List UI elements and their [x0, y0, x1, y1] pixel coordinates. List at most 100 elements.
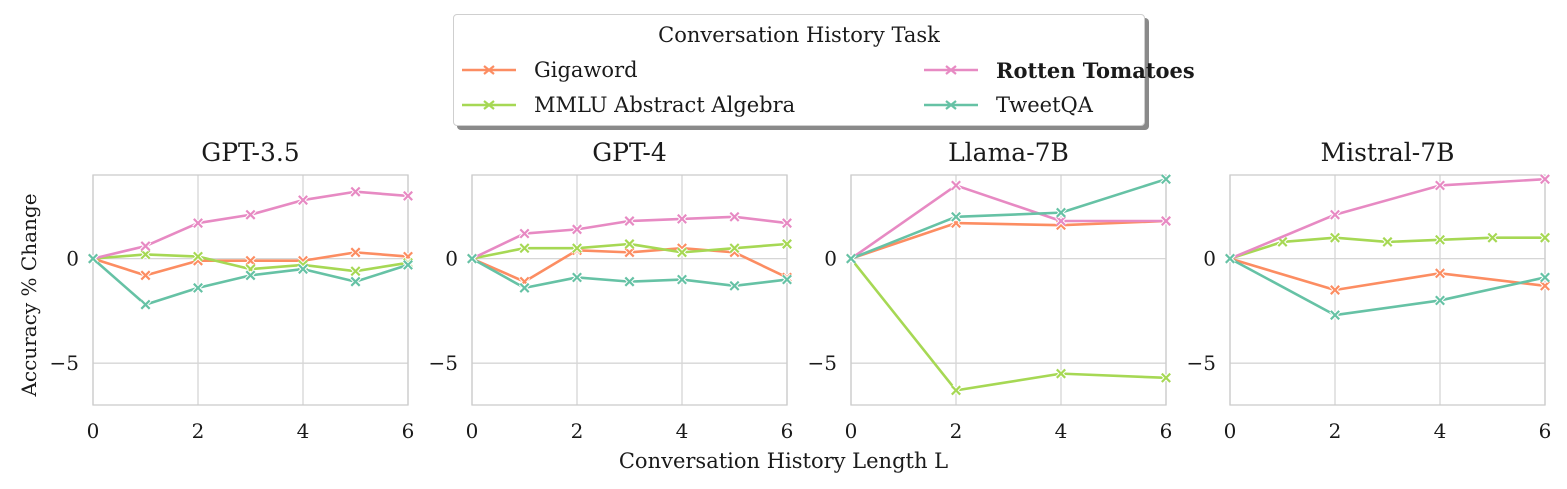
- data-point-marker: [781, 273, 793, 286]
- data-point-marker: [1434, 294, 1446, 307]
- data-point-marker: [728, 280, 741, 292]
- data-point-marker: [1329, 209, 1341, 221]
- data-point-marker: [518, 227, 531, 240]
- x-tick-label: 6: [1539, 419, 1552, 443]
- data-point-marker: [1539, 173, 1551, 185]
- data-point-marker: [676, 213, 688, 225]
- data-point-marker: [571, 223, 583, 236]
- data-point-marker: [518, 282, 531, 294]
- data-point-marker: [1055, 206, 1067, 219]
- x-tick-label: 0: [87, 419, 100, 443]
- legend-entry: MMLU Abstract Algebra: [462, 90, 795, 120]
- x-tick-label: 0: [1224, 419, 1237, 443]
- x-tick-label: 6: [1160, 419, 1173, 443]
- x-tick-label: 2: [571, 419, 584, 443]
- x-tick-label: 2: [1329, 419, 1342, 443]
- data-point-marker: [1539, 232, 1551, 244]
- x-tick-label: 6: [781, 419, 794, 443]
- data-point-marker: [1434, 234, 1446, 246]
- x-tick-label: 4: [297, 419, 310, 443]
- data-point-marker: [192, 282, 204, 294]
- data-point-marker: [1434, 179, 1446, 192]
- plot-frame: [471, 174, 788, 406]
- data-point-marker: [349, 246, 362, 259]
- data-point-marker: [676, 246, 688, 259]
- data-point-marker: [349, 275, 362, 288]
- x-tick-label: 2: [950, 419, 963, 443]
- panel-1: GPT-4 0 2 4 6 −5 0: [429, 138, 794, 443]
- plot-frame: [1229, 174, 1546, 406]
- y-tick-label: −5: [50, 351, 79, 375]
- data-point-marker: [1434, 267, 1446, 279]
- data-point-marker: [244, 269, 257, 282]
- data-point-marker: [244, 209, 257, 221]
- panel-0: GPT-3.5 0 2 4 6 −5 0 Accuracy % Change: [17, 138, 414, 443]
- legend-entry: TweetQA: [924, 90, 1093, 120]
- data-point-marker: [402, 259, 414, 271]
- legend-swatch: [462, 100, 516, 110]
- legend-entry: Gigaword: [462, 55, 638, 85]
- y-tick-label: −5: [429, 351, 458, 375]
- panel-title: Mistral-7B: [1320, 138, 1454, 167]
- data-point-marker: [139, 240, 152, 252]
- series-line: [849, 257, 1167, 392]
- data-point-marker: [192, 250, 204, 263]
- data-point-marker: [297, 263, 309, 275]
- legend-swatch: [462, 65, 516, 75]
- legend-swatch: [924, 65, 978, 75]
- y-tick-label: −5: [808, 351, 837, 375]
- legend-label: TweetQA: [996, 93, 1093, 117]
- data-point-marker: [950, 384, 962, 397]
- data-point-marker: [623, 275, 636, 288]
- y-axis-title: Accuracy % Change: [17, 193, 41, 397]
- data-point-marker: [518, 242, 531, 254]
- data-point-marker: [623, 215, 636, 227]
- x-tick-label: 4: [676, 419, 689, 443]
- series-line: [1229, 257, 1546, 292]
- data-point-marker: [1329, 309, 1341, 321]
- data-point-marker: [1381, 236, 1394, 248]
- data-point-marker: [139, 298, 152, 311]
- legend-swatch: [924, 100, 978, 110]
- x-tick-label: 4: [1055, 419, 1068, 443]
- legend: Conversation History Task Gigaword MMLU A…: [453, 14, 1195, 126]
- legend-entry: Rotten Tomatoes: [924, 55, 1195, 85]
- data-point-marker: [623, 238, 636, 250]
- data-point-marker: [1224, 252, 1236, 265]
- legend-label: Gigaword: [534, 58, 638, 82]
- series-line: [850, 177, 1167, 260]
- data-point-marker: [728, 211, 741, 223]
- panel-title: Llama-7B: [948, 138, 1069, 167]
- y-tick-label: 0: [1203, 247, 1216, 271]
- data-point-marker: [1160, 173, 1172, 185]
- data-point-marker: [1539, 271, 1551, 284]
- data-point-marker: [571, 271, 583, 284]
- series-line: [92, 257, 409, 306]
- data-point-marker: [87, 252, 99, 265]
- legend-title: Conversation History Task: [658, 23, 940, 47]
- data-point-marker: [402, 190, 414, 202]
- series-line: [850, 219, 1167, 260]
- data-point-marker: [349, 186, 362, 198]
- data-point-marker: [1055, 367, 1067, 380]
- y-tick-label: 0: [66, 247, 79, 271]
- x-tick-label: 0: [845, 419, 858, 443]
- legend-label: MMLU Abstract Algebra: [534, 93, 796, 117]
- data-point-marker: [466, 252, 478, 265]
- data-point-marker: [571, 242, 583, 254]
- shared-x-axis-title: Conversation History Length L: [618, 449, 949, 473]
- plot-frame: [92, 174, 409, 406]
- x-tick-label: 0: [466, 419, 479, 443]
- x-tick-label: 4: [1434, 419, 1447, 443]
- data-point-marker: [1160, 372, 1172, 384]
- data-point-marker: [1329, 284, 1341, 296]
- series-line: [1229, 177, 1546, 260]
- legend-label: Rotten Tomatoes: [996, 57, 1195, 83]
- data-point-marker: [1160, 215, 1172, 227]
- panel-title: GPT-4: [592, 138, 667, 167]
- data-point-marker: [950, 211, 962, 223]
- data-point-marker: [139, 269, 152, 282]
- data-point-marker: [192, 217, 204, 229]
- data-point-marker: [297, 194, 309, 206]
